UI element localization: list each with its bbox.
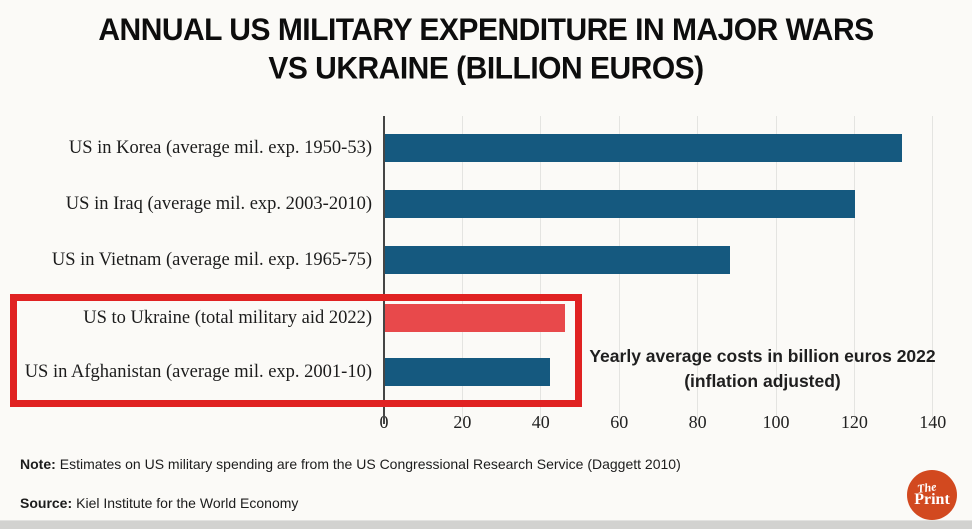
x-tick-label-40: 40 [531, 412, 550, 432]
category-label: US to Ukraine (total military aid 2022) [83, 308, 372, 328]
bar-4 [385, 304, 566, 332]
bar-2 [385, 190, 856, 218]
source-text: Kiel Institute for the World Economy [76, 495, 299, 511]
category-label: US in Iraq (average mil. exp. 2003-2010) [65, 194, 372, 214]
note-text: Estimates on US military spending are fr… [59, 456, 681, 472]
gridline-100 [775, 116, 777, 421]
x-tick-label-120: 120 [840, 412, 868, 432]
category-label: US in Afghanistan (average mil. exp. 200… [24, 362, 372, 382]
bottom-strip [0, 520, 972, 529]
annotation: Yearly average costs in billion euros 20… [589, 346, 936, 391]
x-tick-label-140: 140 [919, 412, 947, 432]
category-label: US in Vietnam (average mil. exp. 1965-75… [51, 250, 372, 270]
logo-text-the: The [916, 479, 938, 496]
bar-1 [385, 134, 903, 162]
gridline-120 [853, 116, 855, 421]
logo-text-print: Print [914, 491, 950, 508]
bar-3 [385, 246, 730, 274]
gridline-140 [932, 116, 934, 421]
x-tick-label-60: 60 [610, 412, 629, 432]
note-line: Note: Estimates on US military spending a… [20, 456, 681, 472]
theprint-logo: The Print [907, 470, 957, 520]
source-label: Source: [20, 495, 73, 511]
source-line: Source: Kiel Institute for the World Econ… [20, 495, 298, 511]
chart-title: ANNUAL US MILITARY EXPENDITURE IN MAJOR … [98, 13, 874, 86]
x-tick-label-20: 20 [453, 412, 472, 432]
bar-5 [385, 358, 550, 386]
category-label: US in Korea (average mil. exp. 1950-53) [68, 138, 372, 158]
note-label: Note: [20, 456, 56, 472]
x-tick-label-100: 100 [762, 412, 790, 432]
y-axis-line [383, 116, 385, 424]
x-tick-label-80: 80 [688, 412, 707, 432]
